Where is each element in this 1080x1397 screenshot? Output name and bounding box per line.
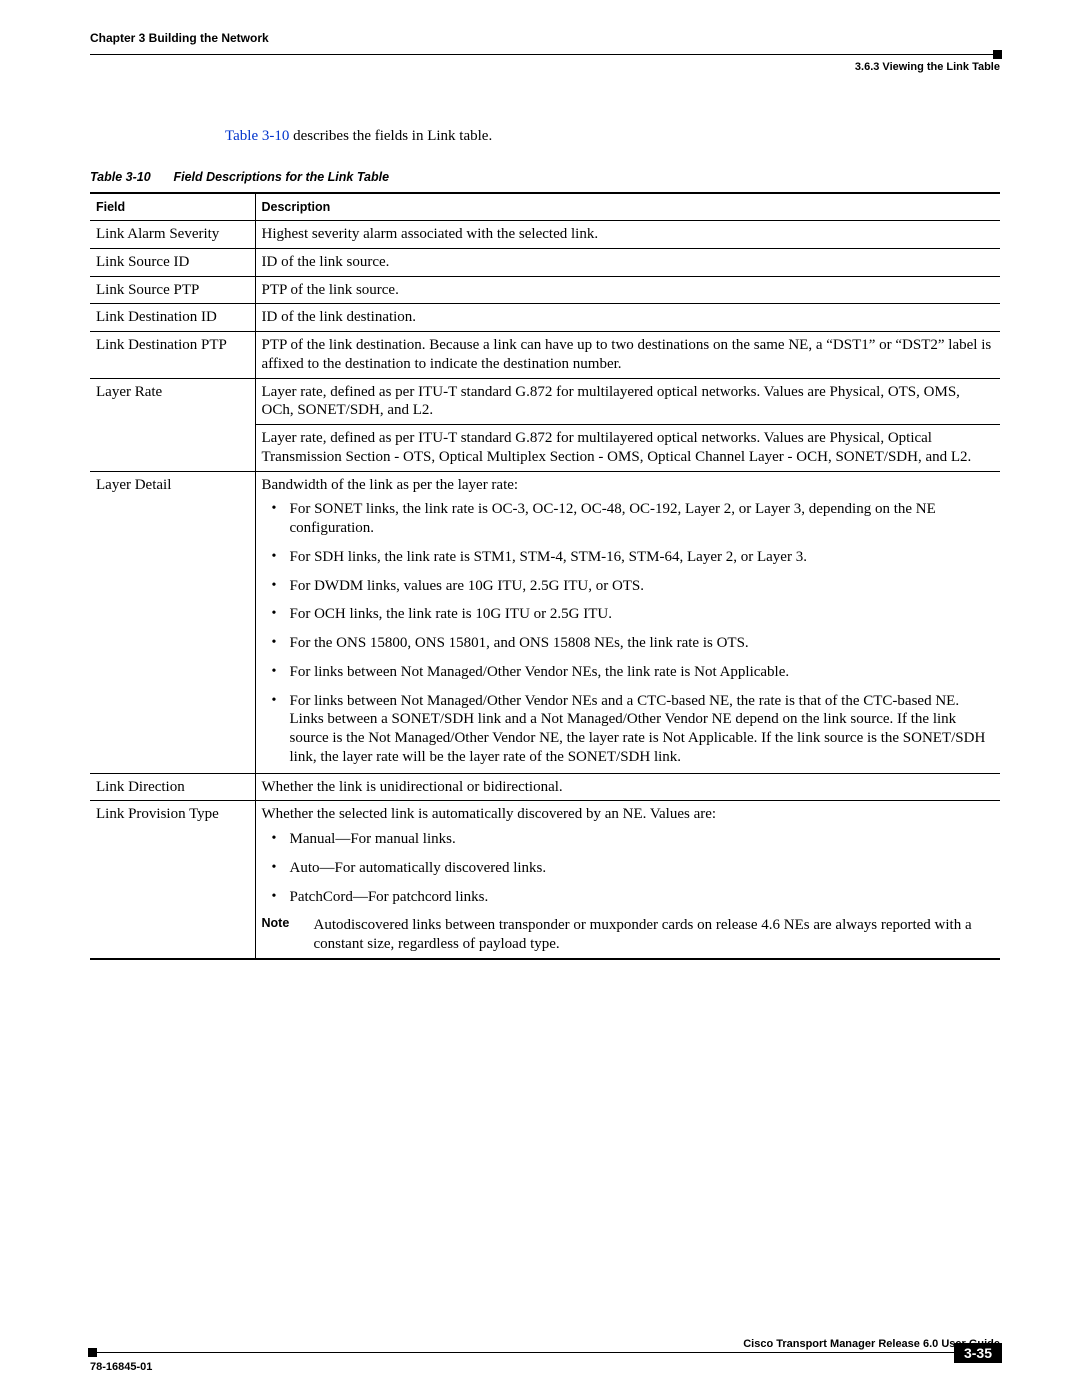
field-description: Whether the selected link is automatical… — [255, 801, 1000, 959]
header-marker-icon — [993, 50, 1002, 59]
field-description: ID of the link source. — [255, 248, 1000, 276]
field-name: Link Destination ID — [90, 304, 255, 332]
field-name: Link Alarm Severity — [90, 221, 255, 249]
list-item: For links between Not Managed/Other Vend… — [280, 663, 995, 682]
page-number-badge: 3-35 — [954, 1343, 1002, 1363]
list-item: PatchCord—For patchcord links. — [280, 888, 995, 907]
table-row: Link Destination ID ID of the link desti… — [90, 304, 1000, 332]
chapter-label: Chapter 3 Building the Network — [90, 31, 269, 45]
column-header-field: Field — [90, 193, 255, 221]
intro-paragraph: Table 3-10 describes the fields in Link … — [225, 128, 1000, 145]
note-text: Autodiscovered links between transponder… — [314, 916, 995, 954]
table-caption: Table 3-10 Field Descriptions for the Li… — [90, 170, 1000, 184]
table-row: Link Destination PTP PTP of the link des… — [90, 332, 1000, 379]
table-row: Link Source PTP PTP of the link source. — [90, 276, 1000, 304]
field-description: Layer rate, defined as per ITU-T standar… — [255, 425, 1000, 472]
intro-rest: describes the fields in Link table. — [289, 128, 492, 144]
list-item: For DWDM links, values are 10G ITU, 2.5G… — [280, 577, 995, 596]
list-item: For the ONS 15800, ONS 15801, and ONS 15… — [280, 634, 995, 653]
column-header-description: Description — [255, 193, 1000, 221]
list-item: Manual—For manual links. — [280, 830, 995, 849]
table-row: Link Direction Whether the link is unidi… — [90, 773, 1000, 801]
field-description: Highest severity alarm associated with t… — [255, 221, 1000, 249]
note-label: Note — [262, 916, 314, 954]
section-label: 3.6.3 Viewing the Link Table — [90, 61, 1000, 73]
field-description: ID of the link destination. — [255, 304, 1000, 332]
field-description: PTP of the link source. — [255, 276, 1000, 304]
list-item: For SDH links, the link rate is STM1, ST… — [280, 548, 995, 567]
list-item: For SONET links, the link rate is OC-3, … — [280, 500, 995, 538]
table-row: Layer Rate Layer rate, defined as per IT… — [90, 378, 1000, 425]
field-name: Link Destination PTP — [90, 332, 255, 379]
table-row: Link Provision Type Whether the selected… — [90, 801, 1000, 959]
field-name: Layer Detail — [90, 471, 255, 773]
field-description: Layer rate, defined as per ITU-T standar… — [255, 378, 1000, 425]
field-description: Bandwidth of the link as per the layer r… — [255, 471, 1000, 773]
footer-marker-icon — [88, 1348, 97, 1357]
field-description: PTP of the link destination. Because a l… — [255, 332, 1000, 379]
table-row: Link Source ID ID of the link source. — [90, 248, 1000, 276]
table-title: Field Descriptions for the Link Table — [173, 170, 389, 184]
field-name: Link Source PTP — [90, 276, 255, 304]
field-name: Link Direction — [90, 773, 255, 801]
table-reference-link[interactable]: Table 3-10 — [225, 128, 289, 144]
table-row: Link Alarm Severity Highest severity ala… — [90, 221, 1000, 249]
field-name: Layer Rate — [90, 378, 255, 471]
table-number: Table 3-10 — [90, 170, 170, 184]
field-description: Whether the link is unidirectional or bi… — [255, 773, 1000, 801]
list-item: Auto—For automatically discovered links. — [280, 859, 995, 878]
footer-doc-number: 78-16845-01 — [90, 1361, 1000, 1373]
layer-detail-lead: Bandwidth of the link as per the layer r… — [262, 476, 995, 495]
table-row: Layer Detail Bandwidth of the link as pe… — [90, 471, 1000, 773]
field-descriptions-table: Field Description Link Alarm Severity Hi… — [90, 192, 1000, 960]
list-item: For OCH links, the link rate is 10G ITU … — [280, 605, 995, 624]
field-name: Link Source ID — [90, 248, 255, 276]
footer-guide-title: Cisco Transport Manager Release 6.0 User… — [90, 1338, 1000, 1350]
list-item: For links between Not Managed/Other Vend… — [280, 692, 995, 767]
field-name: Link Provision Type — [90, 801, 255, 959]
provision-lead: Whether the selected link is automatical… — [262, 805, 995, 824]
